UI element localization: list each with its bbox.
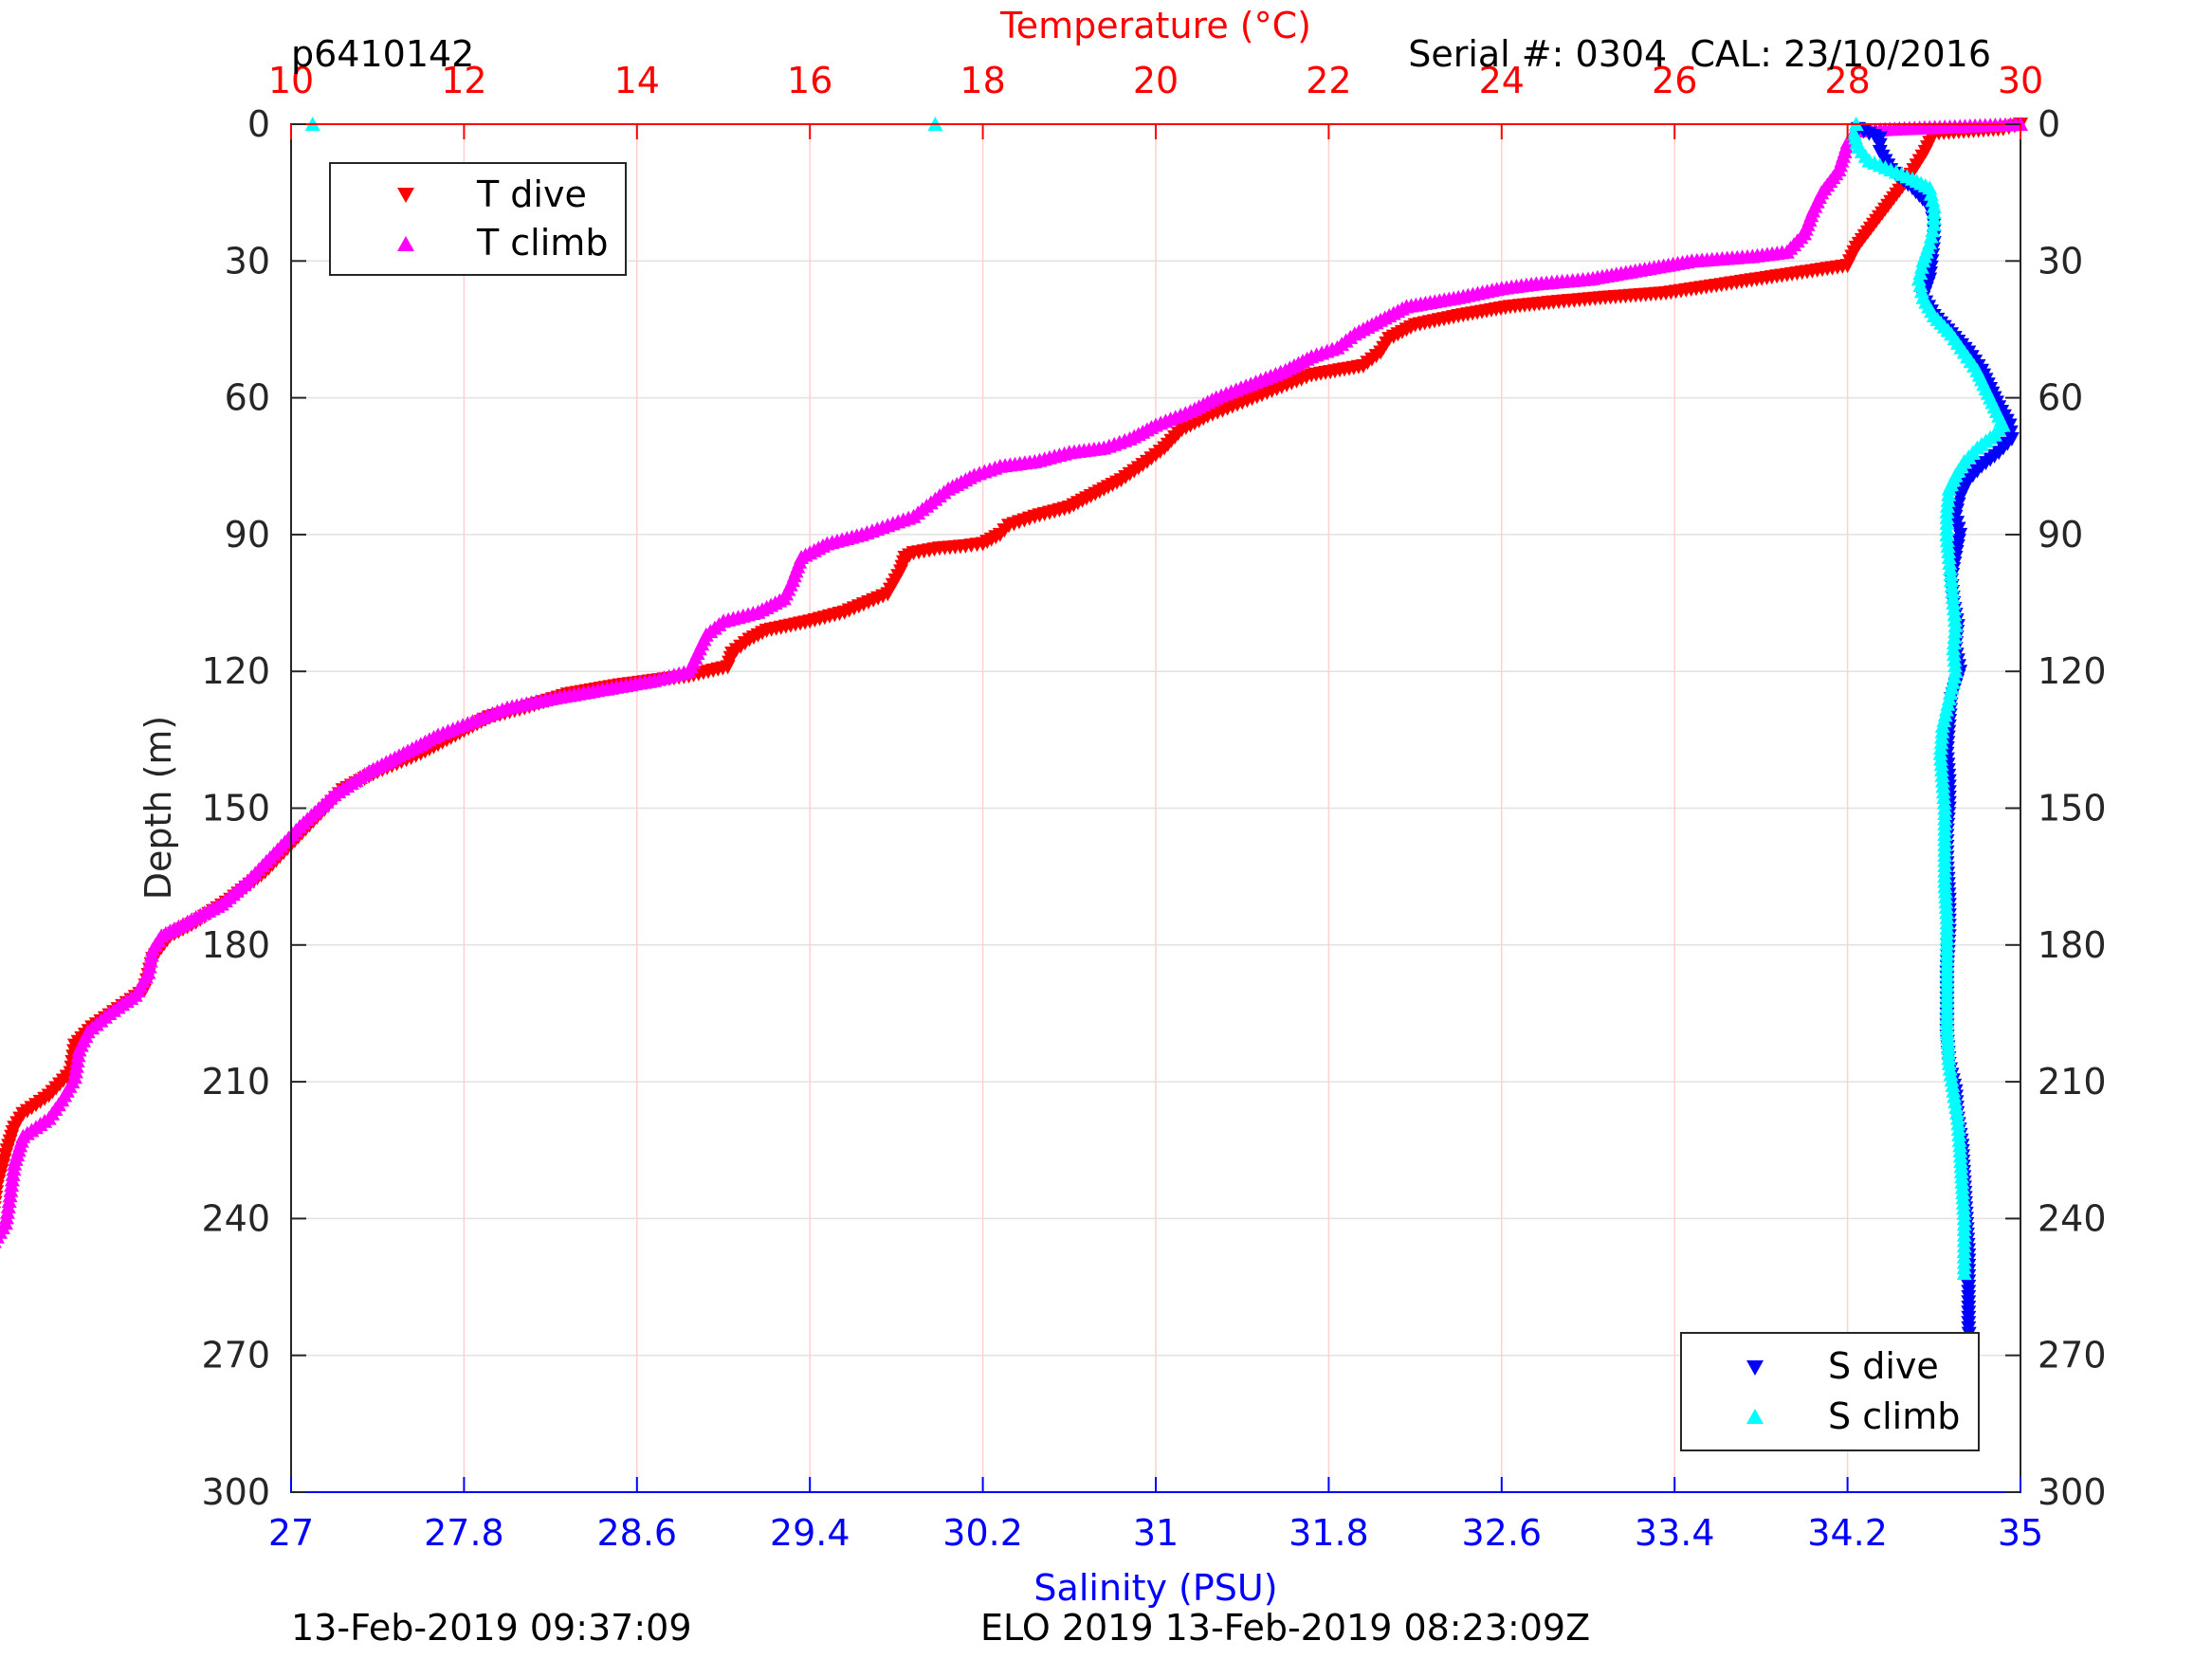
data-point [143, 947, 159, 962]
serial-cal-info: Serial #: 0304 CAL: 23/10/2016 [1408, 33, 1991, 75]
data-point [1956, 1266, 1972, 1281]
depth-tick-label-left: 60 [225, 377, 270, 419]
salinity-tick-label: 33.4 [1635, 1512, 1715, 1554]
salinity-tick-label: 35 [1998, 1512, 2043, 1554]
legend-s-climb-label: S climb [1828, 1395, 1960, 1437]
temperature-tick-label: 12 [441, 60, 486, 101]
legend-s-dive-label: S dive [1828, 1345, 1939, 1387]
depth-tick-label-right: 210 [2038, 1061, 2107, 1103]
legend-s-dive-marker [1746, 1360, 1764, 1376]
depth-axis-title: Depth (m) [137, 716, 179, 901]
depth-tick-label-left: 90 [225, 514, 270, 556]
depth-tick-label-left: 300 [201, 1471, 270, 1513]
temperature-tick-label: 18 [960, 60, 1005, 101]
depth-tick-label-right: 60 [2038, 377, 2083, 419]
salinity-tick-label: 32.6 [1461, 1512, 1542, 1554]
data-point [0, 1206, 2, 1209]
depth-tick-label-right: 30 [2038, 240, 2083, 282]
depth-tick-label-right: 270 [2038, 1335, 2107, 1376]
depth-tick-label-left: 240 [201, 1197, 270, 1239]
salinity-tick-label: 31.8 [1289, 1512, 1369, 1554]
data-point [0, 1191, 4, 1197]
legend-t-climb-marker [397, 236, 414, 251]
temperature-tick-label: 16 [787, 60, 832, 101]
data-point [0, 1185, 5, 1194]
data-point [142, 953, 158, 968]
legend-t-climb-label: T climb [476, 222, 608, 264]
legend-temperature: T dive T climb [329, 162, 627, 276]
data-point [0, 1244, 2, 1249]
depth-tick-label-left: 270 [201, 1335, 270, 1376]
depth-tick-label-right: 150 [2038, 788, 2107, 830]
profile-id: p6410142 [291, 33, 474, 75]
salinity-tick-label: 27.8 [424, 1512, 504, 1554]
depth-tick-label-right: 180 [2038, 924, 2107, 966]
legend-temperature-box [329, 162, 627, 276]
temperature-tick-label: 22 [1306, 60, 1351, 101]
data-point [0, 1224, 8, 1239]
depth-tick-label-left: 180 [201, 924, 270, 966]
legend-s-climb-marker [1746, 1409, 1764, 1424]
temperature-tick-label: 24 [1479, 60, 1525, 101]
depth-tick-label-left: 120 [201, 650, 270, 692]
temperature-tick-label: 28 [1824, 60, 1870, 101]
data-point [0, 1234, 5, 1244]
footer-mission-info: ELO 2019 13-Feb-2019 08:23:09Z [980, 1607, 1590, 1649]
temperature-tick-label: 14 [614, 60, 660, 101]
depth-tick-label-left: 0 [247, 103, 270, 145]
depth-tick-label-left: 150 [201, 788, 270, 830]
legend-salinity: S dive S climb [1680, 1332, 1980, 1451]
legend-salinity-box [1680, 1332, 1980, 1451]
salinity-tick-label: 34.2 [1807, 1512, 1888, 1554]
salinity-tick-label: 29.4 [770, 1512, 850, 1554]
salinity-tick-label: 30.2 [942, 1512, 1023, 1554]
depth-tick-label-right: 240 [2038, 1197, 2107, 1239]
depth-tick-label-right: 300 [2038, 1471, 2107, 1513]
data-point [1947, 1094, 1964, 1109]
depth-tick-label-left: 30 [225, 240, 270, 282]
temperature-tick-label: 10 [268, 60, 314, 101]
salinity-axis-title: Salinity (PSU) [1033, 1567, 1277, 1609]
legend-t-dive-label: T dive [476, 173, 587, 215]
data-point [0, 1201, 2, 1205]
temperature-tick-label: 20 [1133, 60, 1179, 101]
depth-tick-label-left: 210 [201, 1061, 270, 1103]
data-point [71, 1042, 87, 1057]
depth-tick-label-right: 0 [2038, 103, 2060, 145]
salinity-tick-label: 31 [1133, 1512, 1179, 1554]
footer-timestamp: 13-Feb-2019 09:37:09 [291, 1607, 692, 1649]
data-point [0, 1195, 3, 1201]
depth-tick-label-right: 90 [2038, 514, 2083, 556]
salinity-tick-label: 28.6 [596, 1512, 677, 1554]
legend-t-dive-marker [397, 188, 414, 203]
temperature-tick-label: 26 [1652, 60, 1697, 101]
temperature-tick-label: 30 [1998, 60, 2043, 101]
series-s-climb [1846, 117, 2011, 1281]
salinity-tick-label: 27 [268, 1512, 314, 1554]
temperature-axis-title: Temperature (°C) [999, 5, 1311, 46]
depth-tick-label-right: 120 [2038, 650, 2107, 692]
